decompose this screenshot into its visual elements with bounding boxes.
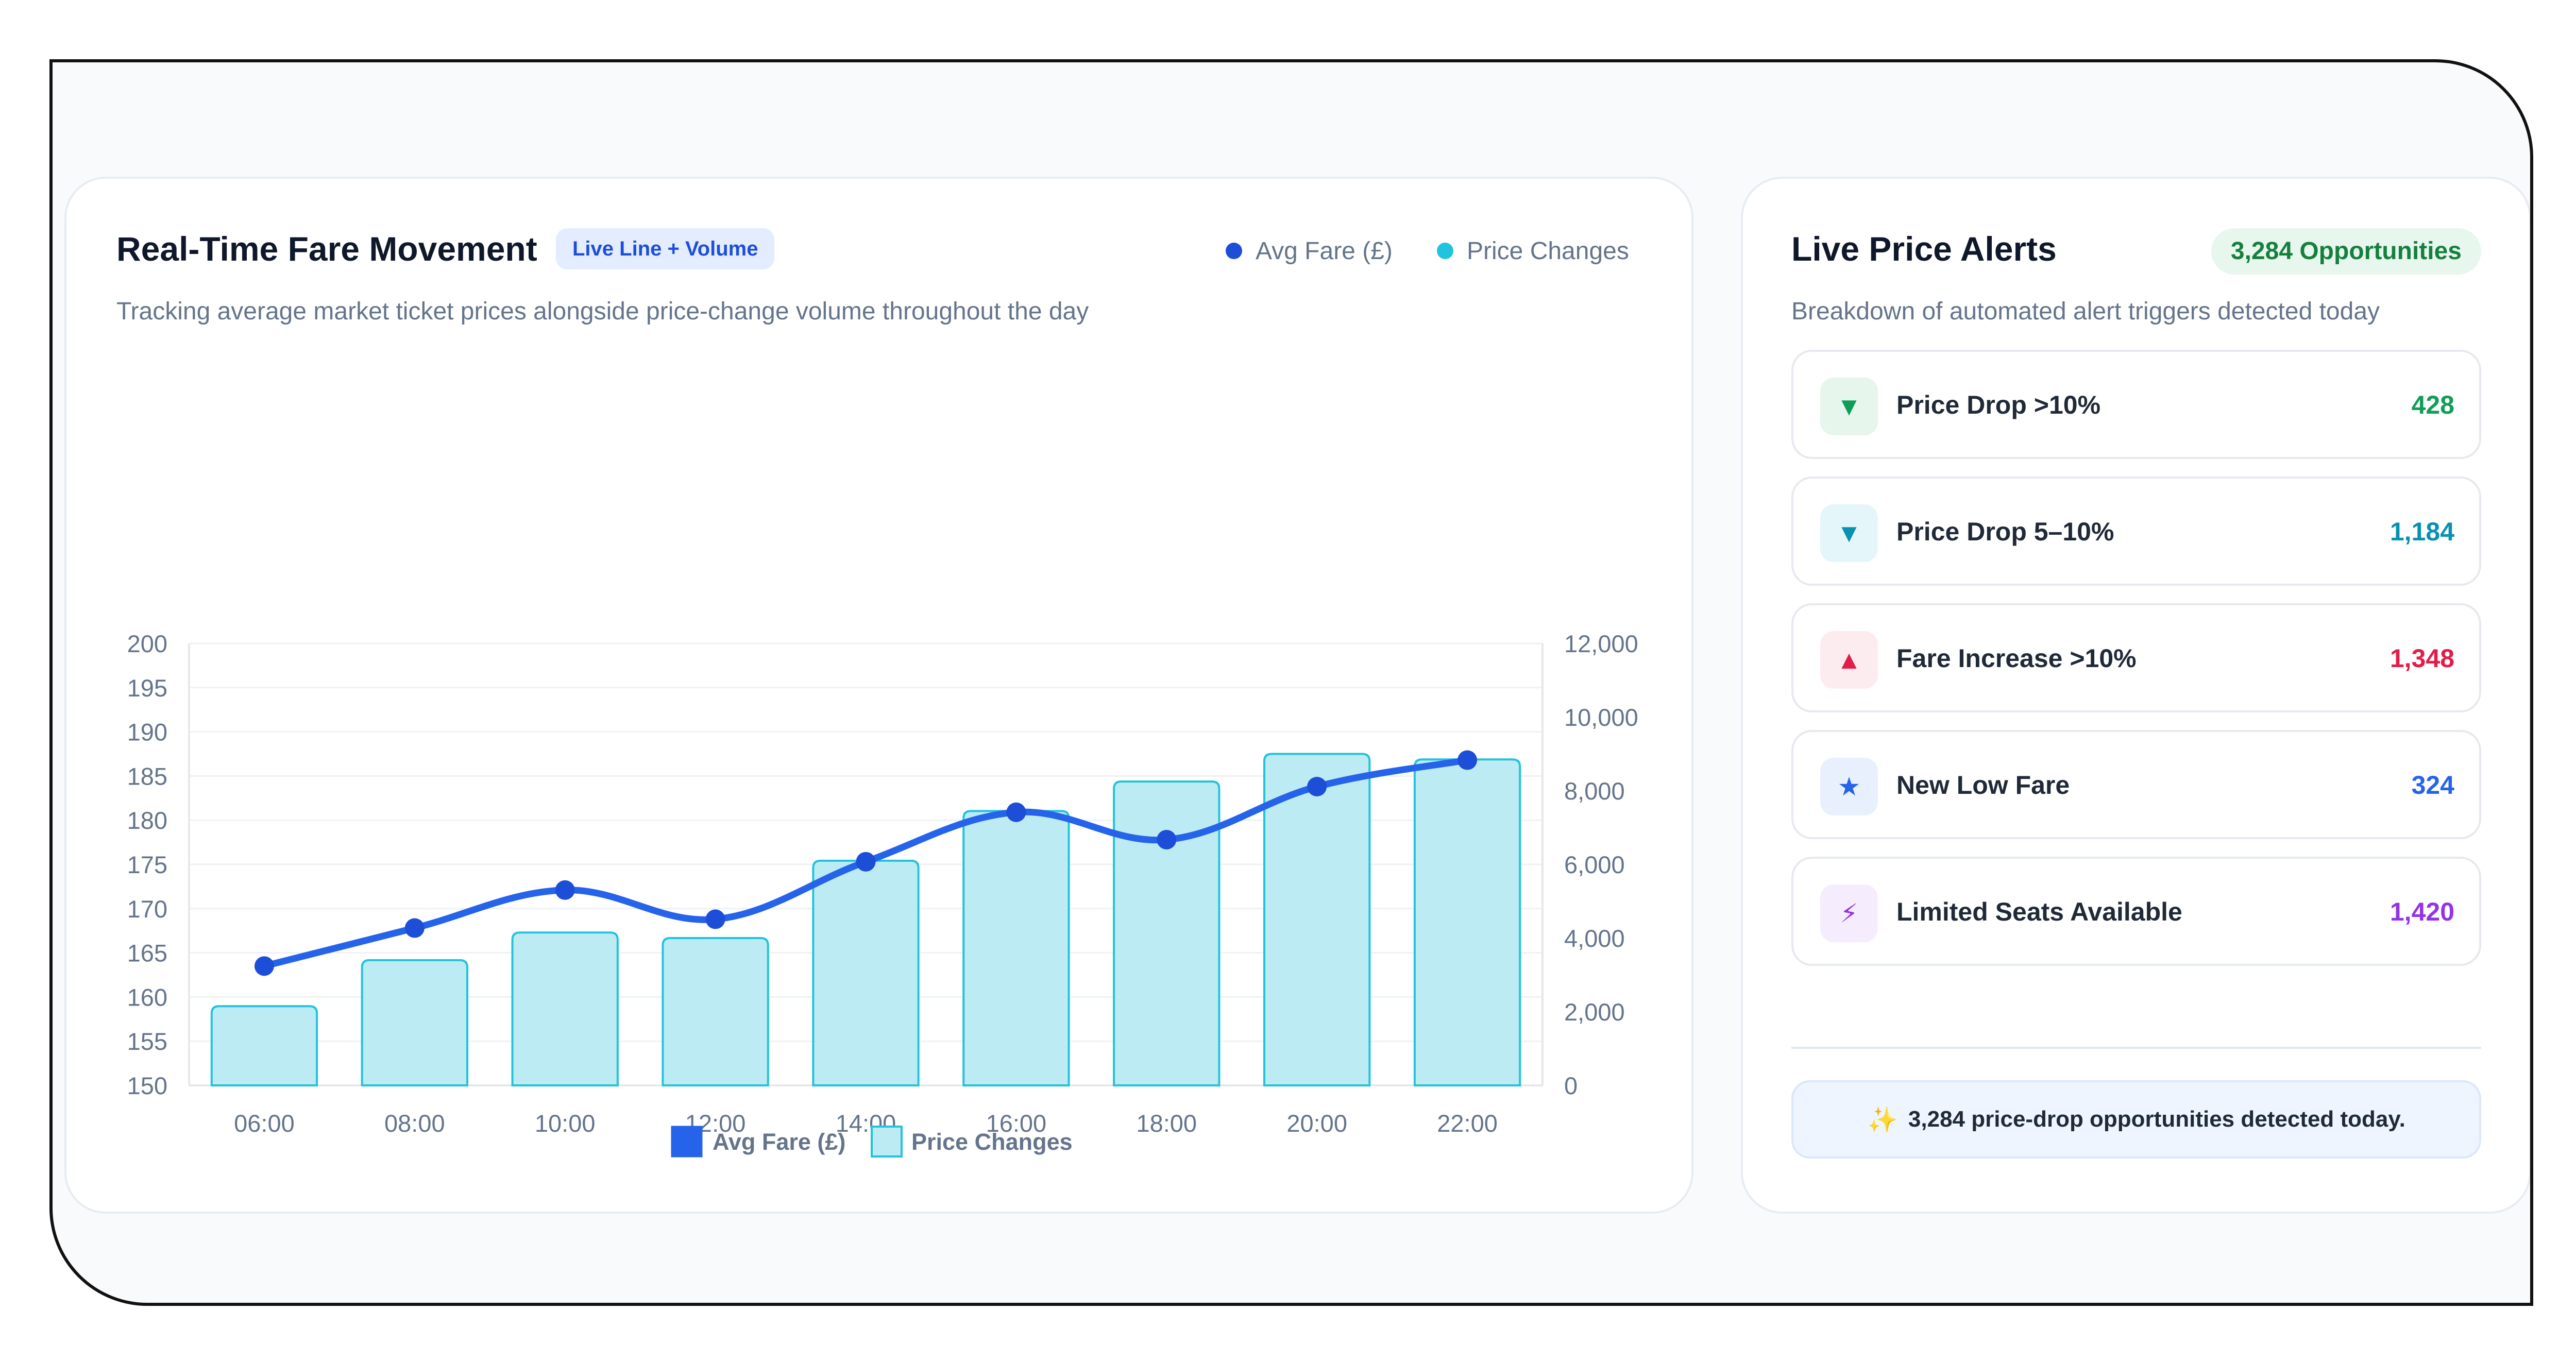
sparkle-icon: ✨: [1867, 1106, 1898, 1134]
avg-fare-point: [1458, 750, 1478, 770]
x-tick-label: 16:00: [986, 1110, 1047, 1137]
legend-dot: [1437, 243, 1453, 259]
alerts-title: Live Price Alerts: [1791, 230, 2057, 268]
live-line-volume-tag: Live Line + Volume: [556, 228, 775, 269]
x-tick-label: 08:00: [384, 1110, 445, 1137]
triangle-up-icon: ▲: [1820, 631, 1878, 689]
right-tick-label: 2,000: [1564, 998, 1625, 1026]
avg-fare-point: [404, 918, 425, 938]
legend-label-price-changes: Price Changes: [911, 1129, 1073, 1155]
right-tick-label: 0: [1564, 1072, 1578, 1099]
fare-chart: 200 195 190 185 180 175 170 165 160 155 150 12,000 1…: [127, 630, 1638, 1158]
legend-label: Price Changes: [1467, 237, 1629, 265]
dashboard-frame: Real-Time Fare Movement Live Line + Volu…: [49, 59, 2533, 1306]
alert-count: 1,184: [2389, 517, 2454, 546]
avg-fare-point: [555, 880, 575, 900]
opportunities-note: ✨ 3,284 price-drop opportunities detecte…: [1791, 1080, 2481, 1159]
left-tick-label: 190: [127, 719, 167, 746]
price-changes-bar: [962, 810, 1070, 1086]
price-changes-bar: [210, 1005, 318, 1086]
x-tick-label: 22:00: [1437, 1110, 1498, 1137]
alert-row[interactable]: ★ New Low Fare 324: [1791, 730, 2481, 839]
chart-subtitle: Tracking average market ticket prices al…: [116, 298, 1089, 325]
left-tick-label: 165: [127, 940, 167, 967]
x-tick-label: 20:00: [1286, 1110, 1347, 1137]
price-changes-bar: [1263, 753, 1371, 1086]
alert-label: Fare Increase >10%: [1896, 644, 2137, 673]
price-changes-bar: [812, 859, 920, 1086]
lightning-icon: ⚡: [1820, 884, 1878, 942]
left-tick-label: 175: [127, 851, 167, 878]
left-tick-label: 200: [127, 630, 167, 657]
alert-row[interactable]: ⚡ Limited Seats Available 1,420: [1791, 857, 2481, 966]
price-changes-bar: [1413, 758, 1521, 1086]
alert-label: Price Drop >10%: [1896, 390, 2101, 419]
legend-avg-fare[interactable]: Avg Fare (£): [1226, 235, 1393, 266]
opportunities-badge: 3,284 Opportunities: [2211, 228, 2481, 275]
alert-row[interactable]: ▲ Fare Increase >10% 1,348: [1791, 603, 2481, 712]
alert-count: 1,348: [2389, 644, 2454, 673]
legend-dot: [1226, 243, 1242, 259]
left-tick-label: 170: [127, 895, 167, 923]
triangle-down-icon: ▼: [1820, 378, 1878, 435]
legend-label: Avg Fare (£): [1256, 237, 1393, 265]
left-tick-label: 155: [127, 1028, 167, 1055]
legend-price-changes[interactable]: Price Changes: [1437, 235, 1629, 266]
alert-count: 428: [2411, 390, 2454, 419]
x-tick-label: 06:00: [234, 1110, 295, 1137]
star-icon: ★: [1820, 758, 1878, 815]
price-changes-bar: [361, 959, 468, 1086]
right-tick-label: 8,000: [1564, 777, 1625, 805]
avg-fare-point: [1307, 776, 1327, 796]
alerts-subtitle: Breakdown of automated alert triggers de…: [1791, 298, 2380, 325]
note-text: 3,284 price-drop opportunities detected …: [1908, 1107, 2405, 1132]
price-changes-bar: [662, 937, 769, 1086]
avg-fare-point: [254, 956, 274, 976]
right-tick-label: 10,000: [1564, 704, 1638, 731]
alert-count: 324: [2411, 771, 2454, 799]
right-tick-label: 12,000: [1564, 630, 1638, 657]
alert-label: New Low Fare: [1896, 771, 2070, 799]
price-alerts-card: Live Price Alerts 3,284 Opportunities Br…: [1741, 177, 2530, 1214]
left-tick-label: 180: [127, 807, 167, 834]
right-tick-label: 6,000: [1564, 851, 1625, 878]
alert-label: Limited Seats Available: [1896, 897, 2182, 926]
x-tick-label: 10:00: [535, 1110, 596, 1137]
divider: [1791, 1047, 2481, 1049]
right-tick-label: 4,000: [1564, 925, 1625, 952]
left-tick-label: 195: [127, 674, 167, 702]
avg-fare-point: [1006, 802, 1026, 822]
left-tick-label: 160: [127, 983, 167, 1011]
avg-fare-point: [1157, 829, 1177, 849]
fare-movement-card: Real-Time Fare Movement Live Line + Volu…: [64, 177, 1693, 1214]
legend-label-avg-fare: Avg Fare (£): [713, 1129, 845, 1155]
alert-row[interactable]: ▼ Price Drop 5–10% 1,184: [1791, 477, 2481, 586]
avg-fare-point: [856, 852, 876, 872]
alert-row[interactable]: ▼ Price Drop >10% 428: [1791, 350, 2481, 459]
triangle-down-icon: ▼: [1820, 504, 1878, 562]
legend-swatch-avg-fare: [671, 1126, 703, 1158]
legend-swatch-price-changes: [871, 1126, 903, 1158]
chart-title: Real-Time Fare Movement: [116, 230, 537, 268]
left-tick-label: 150: [127, 1072, 167, 1099]
left-tick-label: 185: [127, 762, 167, 790]
alert-count: 1,420: [2389, 897, 2454, 926]
price-changes-bar: [511, 931, 619, 1086]
avg-fare-point: [705, 909, 725, 929]
x-tick-label: 18:00: [1136, 1110, 1197, 1137]
price-changes-bar: [1113, 780, 1221, 1086]
alert-label: Price Drop 5–10%: [1896, 517, 2114, 546]
